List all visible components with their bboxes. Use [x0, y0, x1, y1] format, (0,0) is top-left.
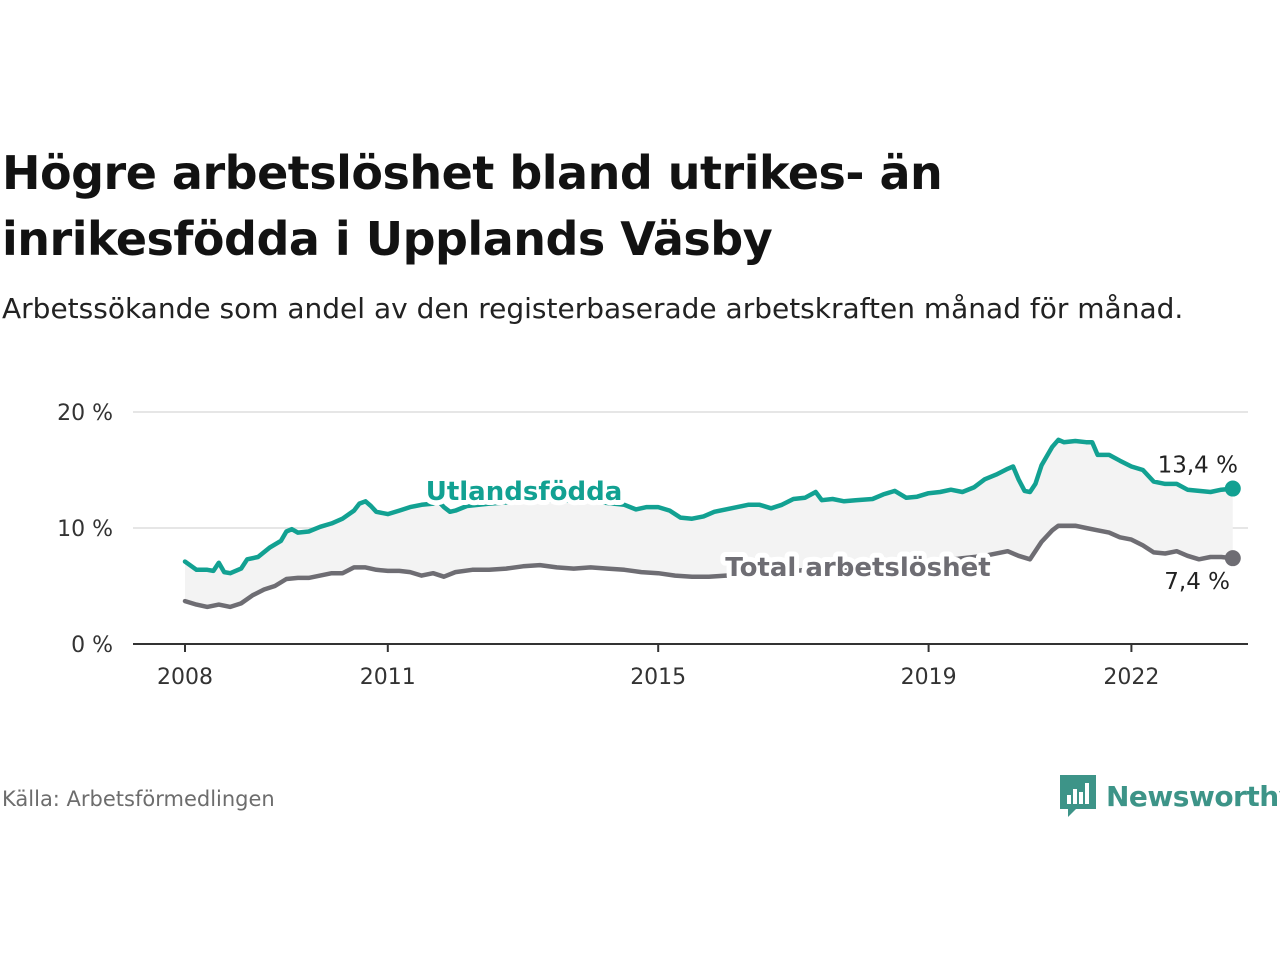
foreign-end-label: 13,4 % [1158, 453, 1238, 479]
source-note: Källa: Arbetsförmedlingen [2, 787, 275, 811]
chart-title: Högre arbetslöshet bland utrikes- än inr… [2, 146, 943, 266]
x-tick-label: 2022 [1103, 665, 1159, 690]
gap-band [185, 439, 1233, 607]
foreign-series-label-halo: Utlandsfödda [426, 477, 623, 507]
foreign-series-label: Utlandsfödda [426, 477, 623, 507]
x-tick-label: 2008 [157, 665, 213, 690]
band-layer [185, 439, 1233, 607]
y-tick-label: 20 % [57, 401, 113, 426]
total-series-label: Total arbetslöshet [725, 553, 990, 583]
foreign-end-point [1224, 480, 1241, 497]
total-end-label: 7,4 % [1164, 569, 1230, 595]
chart-subtitle: Arbetssökande som andel av den registerb… [2, 292, 1184, 325]
x-tick-label: 2019 [901, 665, 957, 690]
brand-logo[interactable]: Newsworthy [1058, 772, 1280, 820]
foreign-series-line [182, 437, 1236, 576]
axis-layer: 0 % 10 % 20 % 2008 2011 2015 2019 2022 [57, 401, 1248, 690]
bar-chart-speech-bubble-icon [1060, 775, 1096, 817]
x-tick-label: 2011 [360, 665, 416, 690]
total-end-point [1224, 550, 1241, 567]
y-tick-label: 10 % [57, 517, 113, 542]
y-tick-label: 0 % [71, 633, 113, 658]
label-layer: 13,4 %7,4 %UtlandsföddaUtlandsföddaTotal… [421, 453, 1238, 596]
series-layer [182, 437, 1241, 610]
brand-name: Newsworthy [1106, 779, 1280, 813]
total-series-line [182, 523, 1236, 610]
x-tick-label: 2015 [630, 665, 686, 690]
total-series-label-halo: Total arbetslöshet [725, 553, 990, 583]
